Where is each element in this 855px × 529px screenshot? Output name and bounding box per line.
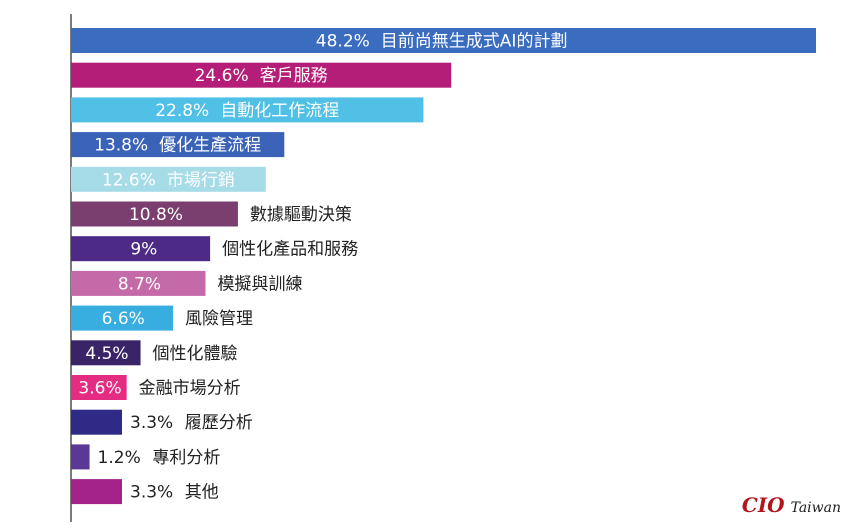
bar-8 (71, 270, 206, 296)
value-label-14: 3.3% (130, 483, 173, 503)
category-label-8: 模擬與訓練 (217, 274, 302, 294)
category-label-5: 市場行銷 (167, 170, 235, 190)
bar-9 (71, 305, 174, 331)
category-label-9: 風險管理 (185, 309, 253, 329)
value-label-6: 10.8% (129, 205, 183, 225)
category-label-6: 數據驅動決策 (250, 205, 352, 225)
bar-11 (71, 375, 127, 400)
category-label-4: 優化生產流程 (159, 136, 261, 156)
bar-10 (71, 340, 141, 366)
value-label-3: 22.8% (155, 101, 209, 121)
logo-taiwan: Taiwan (790, 500, 841, 516)
bar-5 (71, 166, 266, 192)
bar-7 (71, 236, 211, 262)
bar-13 (71, 444, 90, 470)
value-label-12: 3.3% (130, 413, 173, 433)
bar-1 (71, 28, 816, 53)
category-label-14: 其他 (185, 483, 219, 503)
bar-14 (71, 479, 123, 505)
value-label-9: 6.6% (102, 309, 145, 329)
value-label-10: 4.5% (85, 344, 128, 364)
bar-6 (71, 201, 238, 227)
value-label-8: 8.7% (118, 274, 161, 294)
category-label-11: 金融市場分析 (139, 379, 241, 399)
value-label-5: 12.6% (102, 170, 156, 190)
category-label-3: 自動化工作流程 (220, 101, 339, 121)
value-label-7: 9% (130, 240, 157, 260)
bar-4 (71, 132, 285, 158)
logo-cio: CIO (741, 493, 785, 517)
category-label-2: 客戶服務 (260, 66, 328, 86)
bar-12 (71, 409, 123, 435)
category-label-1: 目前尚無生成式AI的計劃 (381, 32, 568, 52)
bars-group: 48.2% 目前尚無生成式AI的計劃 24.6% 客戶服務 22.8% 自動化工作流程 13… (71, 28, 816, 505)
value-label-4: 13.8% (94, 136, 148, 156)
category-label-10: 個性化體驗 (153, 344, 238, 364)
value-label-2: 24.6% (195, 66, 249, 86)
value-label-13: 1.2% (98, 448, 141, 468)
cio-taiwan-logo: CIO Taiwan (742, 493, 841, 517)
bar-2 (71, 62, 452, 88)
bar-3 (71, 97, 424, 123)
category-label-12: 履歷分析 (185, 413, 253, 433)
value-label-1: 48.2% (316, 32, 370, 52)
value-label-11: 3.6% (78, 379, 121, 399)
category-label-13: 專利分析 (152, 448, 220, 468)
category-label-7: 個性化產品和服務 (222, 240, 358, 260)
